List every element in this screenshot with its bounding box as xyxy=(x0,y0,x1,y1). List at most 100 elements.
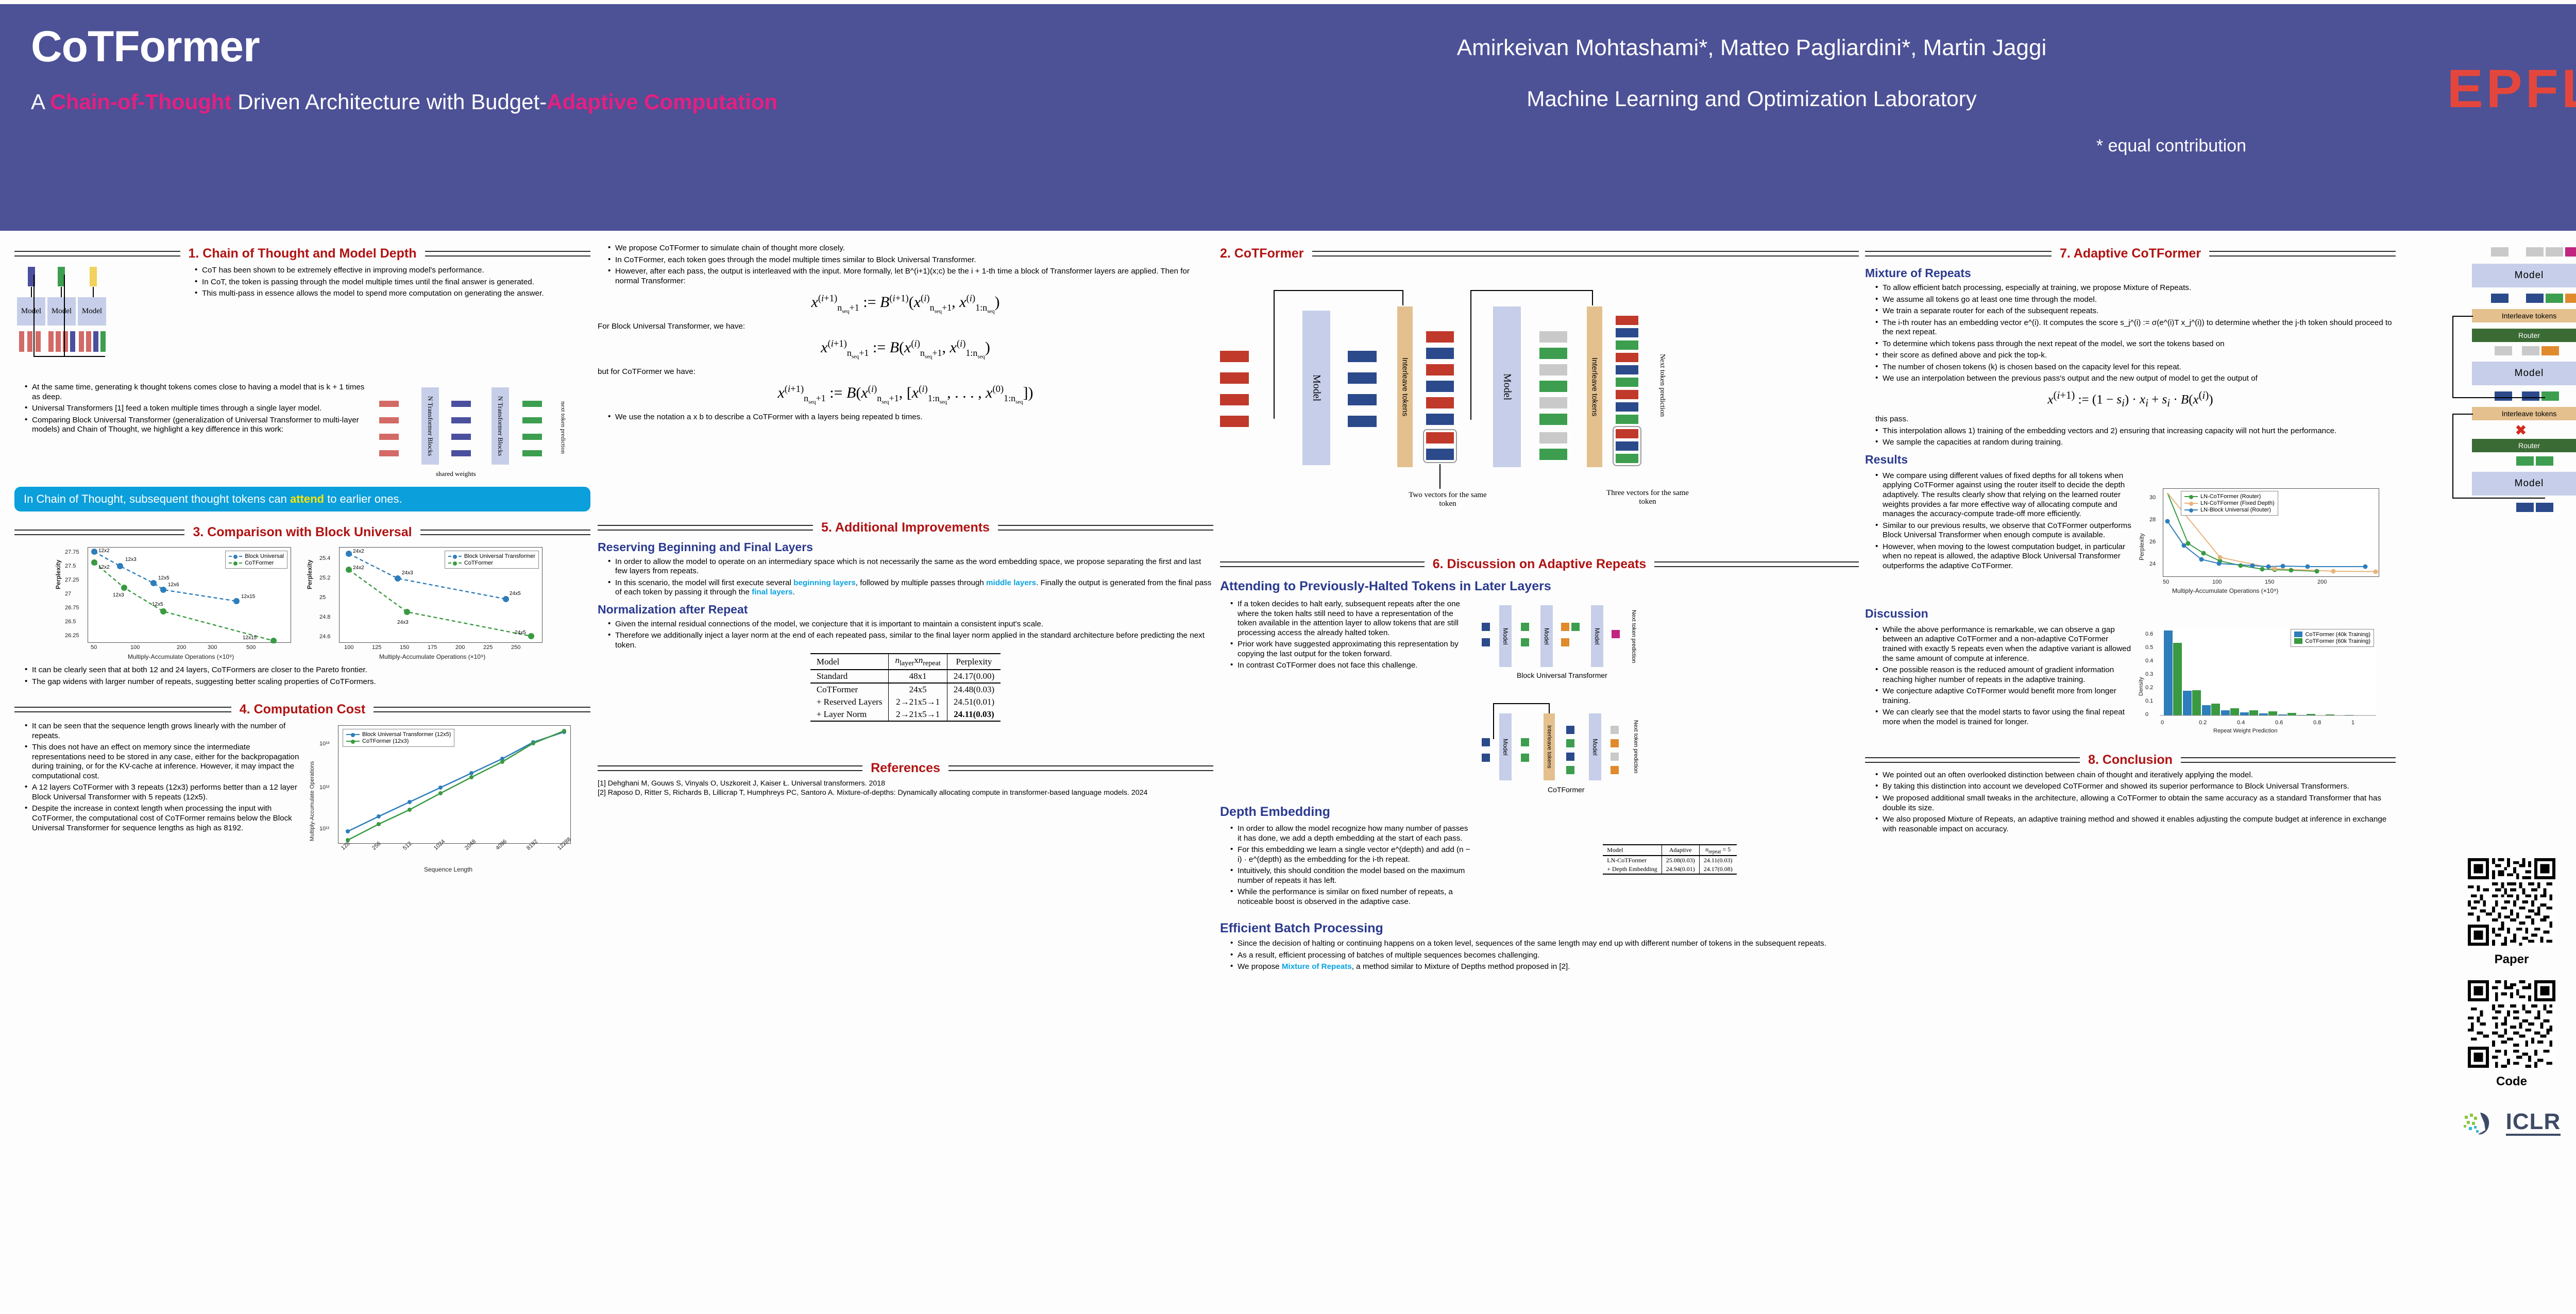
halt-cross-icon: ✖ xyxy=(2515,422,2527,438)
legend-entry: CoTFormer xyxy=(229,560,284,566)
list-item: The i-th router has an embedding vector … xyxy=(1875,318,2396,337)
token-green xyxy=(1539,414,1567,425)
section-heading-8: 8. Conclusion xyxy=(1865,753,2396,767)
s6-bullets-2: In order to allow the model recognize ho… xyxy=(1220,824,1472,909)
x-tick: 0 xyxy=(2161,719,2164,726)
subheading-efficient-batch: Efficient Batch Processing xyxy=(1220,921,1383,936)
token-gray xyxy=(1611,726,1619,734)
y-axis-label: Perplexity xyxy=(55,559,62,589)
list-item: We proposed additional small tweaks in t… xyxy=(1875,793,2396,813)
cell-fixed: 24.17(0.08) xyxy=(1699,865,1737,875)
chart-svg xyxy=(346,729,566,843)
list-item: For this embedding we learn a single vec… xyxy=(1230,845,1472,864)
figure-cotformer-architecture: Model Interleave tokens Two vectors for … xyxy=(1220,275,1828,517)
token-blue xyxy=(1482,738,1490,746)
caption-three-vectors: Three vectors for the same token xyxy=(1606,489,1689,506)
token-blue xyxy=(1426,414,1454,425)
token-blue xyxy=(1566,726,1574,734)
header-center: Amirkeivan Mohtashami*, Matteo Pagliardi… xyxy=(1236,35,2267,156)
text-mid2: . Finally the output is generated from t… xyxy=(615,578,1212,597)
model-block: Model xyxy=(47,297,76,326)
qr-paper-icon[interactable] xyxy=(2468,858,2555,946)
rule-left xyxy=(1865,757,2080,763)
svg-text:24x5: 24x5 xyxy=(515,630,526,636)
highlight-middle-layers: middle layers xyxy=(986,578,1037,587)
figure-block-universal: N Transformer Blocks N Transformer Block… xyxy=(374,381,590,482)
list-item: If a token decides to halt early, subseq… xyxy=(1230,599,1472,638)
chart-plot-area: 24x2 24x3 24x5 24x2 24x3 24x5 Block Univ… xyxy=(339,547,543,643)
column-1: 1. Chain of Thought and Model Depth Mode… xyxy=(14,242,591,875)
rule-left xyxy=(1865,251,2052,257)
chart-perplexity-24-layers: Perplexity Multiply-Accumulate Operation… xyxy=(306,543,549,661)
list-item: One possible reason is the reduced amoun… xyxy=(1875,665,2133,685)
legend-label: Block Universal Transformer xyxy=(464,553,535,559)
token-green xyxy=(1616,378,1638,387)
cell-perplexity: 24.17(0.00) xyxy=(946,669,1001,683)
feedback-line xyxy=(33,275,35,357)
subtitle-highlight-2: Adaptive Computation xyxy=(547,90,778,114)
list-item: We compare using different values of fix… xyxy=(1875,471,2133,519)
token-green xyxy=(1566,766,1574,774)
callout-highlight: attend xyxy=(290,492,324,505)
token-red xyxy=(1220,351,1249,362)
equation-block-universal: x(i+1)nseq+1 := B(x(i)nseq+1, x(i)1:nseq… xyxy=(821,338,990,360)
rule-right xyxy=(425,251,591,257)
token-yellow xyxy=(90,267,97,286)
references-title: References xyxy=(871,760,940,775)
s5-bullets-2: Given the internal residual connections … xyxy=(598,619,1213,651)
col-header-nrepeat: nrepeat = 5 xyxy=(1699,844,1737,856)
svg-text:24x3: 24x3 xyxy=(397,620,409,625)
svg-text:12x15: 12x15 xyxy=(241,594,256,600)
chart-svg: 24x2 24x3 24x5 24x2 24x3 24x5 xyxy=(346,549,534,639)
s7-bullets-2: This interpolation allows 1) training of… xyxy=(1865,426,2396,448)
token-red xyxy=(36,331,41,352)
model-block-2: Model xyxy=(1493,306,1521,467)
y-tick: 27.5 xyxy=(65,563,76,569)
rule-right xyxy=(1654,561,1859,567)
svg-text:12x5: 12x5 xyxy=(158,575,170,581)
y-axis-label: Perplexity xyxy=(306,559,313,589)
legend-label: CoTFormer (40k Training) xyxy=(2305,631,2370,638)
token-green xyxy=(522,417,542,423)
token-green xyxy=(1539,449,1567,460)
subheading-attending-halted: Attending to Previously-Halted Tokens in… xyxy=(1220,579,1551,593)
list-item: In order to allow the model recognize ho… xyxy=(1230,824,1472,843)
token-blue xyxy=(1426,381,1454,392)
list-item: Since the decision of halting or continu… xyxy=(1230,938,1859,949)
figure-block-universal-halting: Model Model Model Next token prediction … xyxy=(1481,598,1697,680)
rule-left xyxy=(1220,561,1425,567)
token-red xyxy=(379,417,399,423)
section-2-title: 2. CoTFormer xyxy=(1220,246,1304,261)
figure-cot-multipass: Model Model Model xyxy=(14,264,179,375)
qr-code-icon[interactable] xyxy=(2468,980,2555,1068)
token-red xyxy=(63,331,68,352)
token-orange xyxy=(2565,294,2576,303)
legend-swatch xyxy=(346,733,360,738)
y-tick: 25.4 xyxy=(319,555,331,561)
equal-contribution-note: * equal contribution xyxy=(2096,136,2246,156)
cell-perplexity: 24.51(0.01) xyxy=(946,695,1001,708)
table-row: CoTFormer 24x5 24.48(0.03) xyxy=(810,682,1001,696)
text-post: , a method similar to Mixture of Depths … xyxy=(1351,962,1570,971)
section-8-title: 8. Conclusion xyxy=(2088,752,2173,767)
chart-legend: Block Universal Transformer (12x5) CoTFo… xyxy=(343,729,455,747)
y-tick: 0.1 xyxy=(2145,697,2154,704)
chart-plot-area: 12x2 12x3 12x5 12x6 12x15 12x2 12x3 12x5… xyxy=(88,547,291,644)
interleave-tokens-block: Interleave tokens xyxy=(2472,309,2576,322)
token-blue xyxy=(1426,449,1454,460)
list-item: While the above performance is remarkabl… xyxy=(1875,625,2133,663)
figure-caption: Block Universal Transformer xyxy=(1517,671,1607,679)
list-item: Therefore we additionally inject a layer… xyxy=(608,630,1213,650)
subtitle-mid: Driven Architecture with Budget- xyxy=(231,90,547,114)
token-green xyxy=(1616,340,1638,350)
page-title: CoTFormer xyxy=(31,22,260,71)
model-block: Model xyxy=(78,297,106,326)
table-row: Standard 48x1 24.17(0.00) xyxy=(810,669,1001,683)
list-item: While the performance is similar on fixe… xyxy=(1230,887,1472,907)
token-blue xyxy=(1426,348,1454,359)
token-blue xyxy=(1348,372,1377,384)
s2-last-bullet: We use the notation a x b to describe a … xyxy=(598,412,1213,422)
same-token-highlight xyxy=(1423,429,1457,463)
feedback-line xyxy=(2452,316,2453,398)
